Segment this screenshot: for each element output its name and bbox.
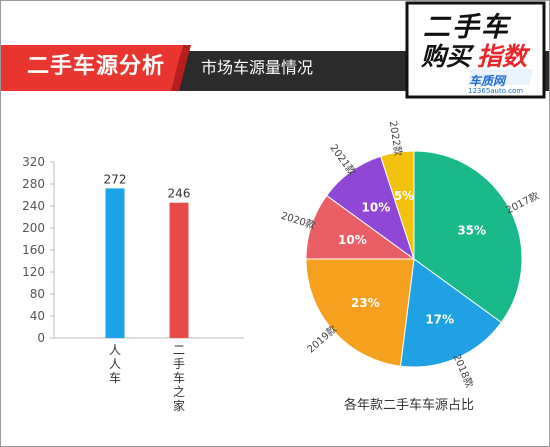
pie-percent-label: 23%	[351, 296, 380, 310]
y-tick-label: 120	[22, 265, 45, 279]
banner-red-edge	[171, 45, 191, 91]
pie-percent-label: 5%	[394, 189, 414, 203]
y-tick-label: 200	[22, 221, 45, 235]
brand-logo-line1: 二手车	[423, 12, 510, 43]
pie-slice-label: 2020款	[279, 209, 317, 232]
brand-site-bg	[467, 69, 533, 85]
bar-value-label: 272	[104, 172, 127, 186]
pie-slice-label: 2019款	[304, 322, 339, 355]
bar-1	[169, 202, 189, 338]
y-tick-label: 280	[22, 177, 45, 191]
page-title: 二手车源分析	[27, 54, 166, 79]
pie-slice-label: 2022款	[387, 120, 405, 157]
header-banner	[1, 1, 549, 99]
pie-chart-title: 各年款二手车车源占比	[344, 397, 474, 413]
pie-percent-label: 10%	[338, 233, 367, 247]
bar-value-label: 246	[168, 187, 191, 201]
pie-slice-label: 2018款	[450, 352, 476, 390]
pie-slice-0	[413, 150, 523, 324]
x-category-label: 二手车之家	[173, 343, 185, 413]
y-tick-label: 40	[30, 309, 45, 323]
y-tick-label: 80	[30, 287, 45, 301]
pie-slice-1	[399, 258, 503, 368]
pie-slice-label: 2017款	[504, 189, 541, 217]
banner-red-tab	[1, 45, 183, 91]
y-tick-label: 0	[37, 331, 45, 345]
pie-slice-label: 2021款	[327, 142, 358, 178]
brand-site-name: 车质网	[469, 74, 506, 88]
x-category-char: 之	[173, 385, 185, 399]
x-category-char: 手	[173, 357, 185, 371]
page-subtitle: 市场车源量情况	[201, 58, 314, 77]
x-category-char: 家	[173, 398, 185, 413]
pie-slice-5	[379, 150, 415, 260]
x-category-label: 人人车	[109, 343, 121, 385]
bar-0	[105, 188, 125, 338]
y-tick-label: 160	[22, 243, 45, 257]
pie-slice-2	[305, 258, 415, 367]
x-category-char: 二	[173, 343, 185, 357]
pie-chart: 35% 2017款 17% 2018款 23% 2019款 10% 2020款 10% 2021款…	[279, 120, 541, 413]
pie-percent-label: 10%	[362, 201, 391, 215]
y-tick-label: 240	[22, 199, 45, 213]
x-category-char: 人	[109, 357, 121, 371]
pie-percent-label: 17%	[425, 313, 454, 327]
pie-percent-label: 35%	[457, 224, 486, 238]
x-category-char: 人	[109, 343, 121, 357]
x-category-char: 车	[109, 370, 121, 385]
brand-logo-buy: 购买	[421, 42, 472, 71]
brand-site-url: 12365auto.com	[468, 87, 524, 95]
brand-logo-index: 指数	[477, 42, 528, 71]
x-category-char: 车	[173, 370, 185, 385]
y-tick-label: 320	[22, 155, 45, 169]
